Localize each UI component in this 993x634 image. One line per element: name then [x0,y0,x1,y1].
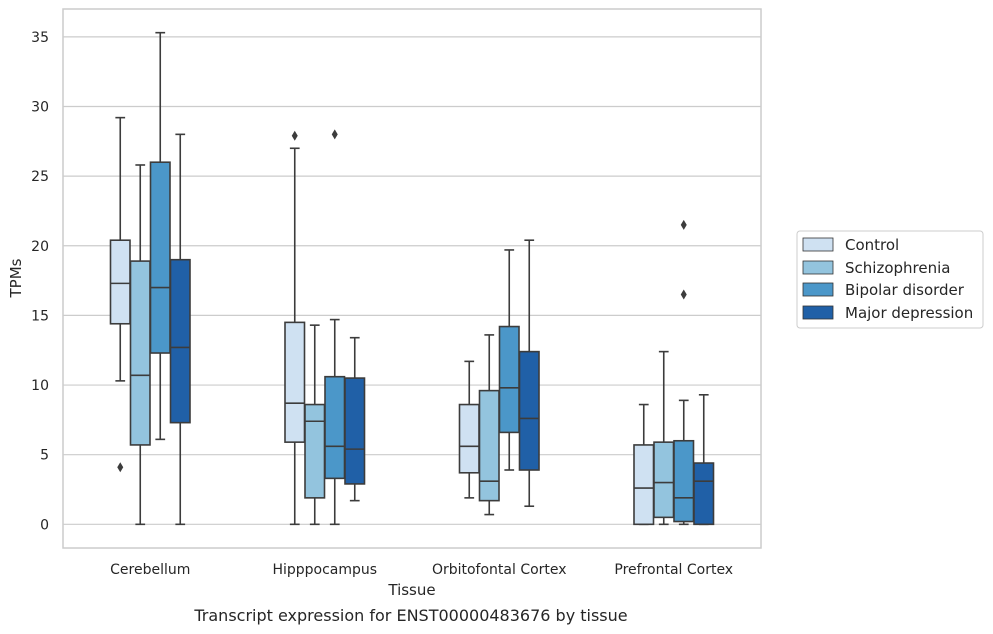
outlier-point [291,130,298,141]
outlier-point [331,129,338,140]
box-2-1 [478,334,500,516]
box-iqr [633,444,655,526]
outlier-point [680,219,687,230]
box-3-3 [693,393,715,526]
legend-label-bipolar-disorder: Bipolar disorder [845,281,965,299]
legend-swatch-major-depression [802,305,834,320]
box-iqr [693,462,715,526]
box-0-1 [129,164,151,526]
box-iqr [498,325,520,434]
x-tick-label: Hipppocampus [272,562,377,578]
box-iqr [169,258,191,424]
plot-frame [62,8,762,549]
box-iqr [284,321,306,443]
box-iqr [149,161,171,354]
legend-swatch-control [802,237,834,252]
box-0-2 [149,31,171,441]
box-1-1 [304,324,326,526]
box-iqr [518,350,540,471]
y-tick-label: 5 [40,448,49,464]
legend-frame [796,230,984,329]
outlier-point [117,462,124,473]
legend-label-schizophrenia: Schizophrenia [845,259,950,277]
legend-label-control: Control [845,236,899,254]
box-iqr [458,403,480,474]
box-iqr [673,439,695,523]
y-axis-label: TPMs [7,258,25,298]
box-0-3 [169,133,191,526]
y-tick-label: 35 [31,30,49,46]
x-tick-label: Prefrontal Cortex [614,562,733,578]
box-2-3 [518,239,540,508]
box-2-0 [458,360,480,499]
box-groups [109,31,715,526]
box-1-3 [344,336,366,502]
legend: Control Schizophrenia Bipolar disorder M… [796,230,984,329]
box-1-0 [284,130,306,526]
box-iqr [304,403,326,499]
outlier-point [680,289,687,300]
y-tick-label: 0 [40,517,49,533]
x-tick-label: Cerebellum [110,562,190,578]
x-tick-labels: Cerebellum Hipppocampus Orbitofontal Corte… [110,562,733,578]
box-3-2 [673,219,695,526]
box-iqr [129,260,151,446]
box-iqr [324,375,346,480]
box-iqr [478,389,500,502]
y-tick-labels: 0 5 10 15 20 25 30 35 [31,30,49,533]
legend-label-major-depression: Major depression [845,304,973,322]
y-tick-label: 20 [31,239,49,255]
box-2-2 [498,249,520,471]
box-0-0 [109,116,131,473]
legend-swatch-schizophrenia [802,260,834,275]
legend-swatch-bipolar-disorder [802,282,834,297]
box-iqr [344,377,366,485]
box-3-0 [633,403,655,526]
figure-caption: Transcript expression for ENST0000048367… [194,606,628,625]
box-iqr [109,239,131,325]
x-axis-label: Tissue [387,581,435,599]
box-iqr [653,441,675,519]
box-1-2 [324,129,346,526]
y-tick-label: 30 [31,99,49,115]
box-3-1 [653,350,675,526]
y-tick-label: 10 [31,378,49,394]
y-tick-label: 15 [31,308,49,324]
x-tick-label: Orbitofontal Cortex [432,562,567,578]
y-tick-label: 25 [31,169,49,185]
